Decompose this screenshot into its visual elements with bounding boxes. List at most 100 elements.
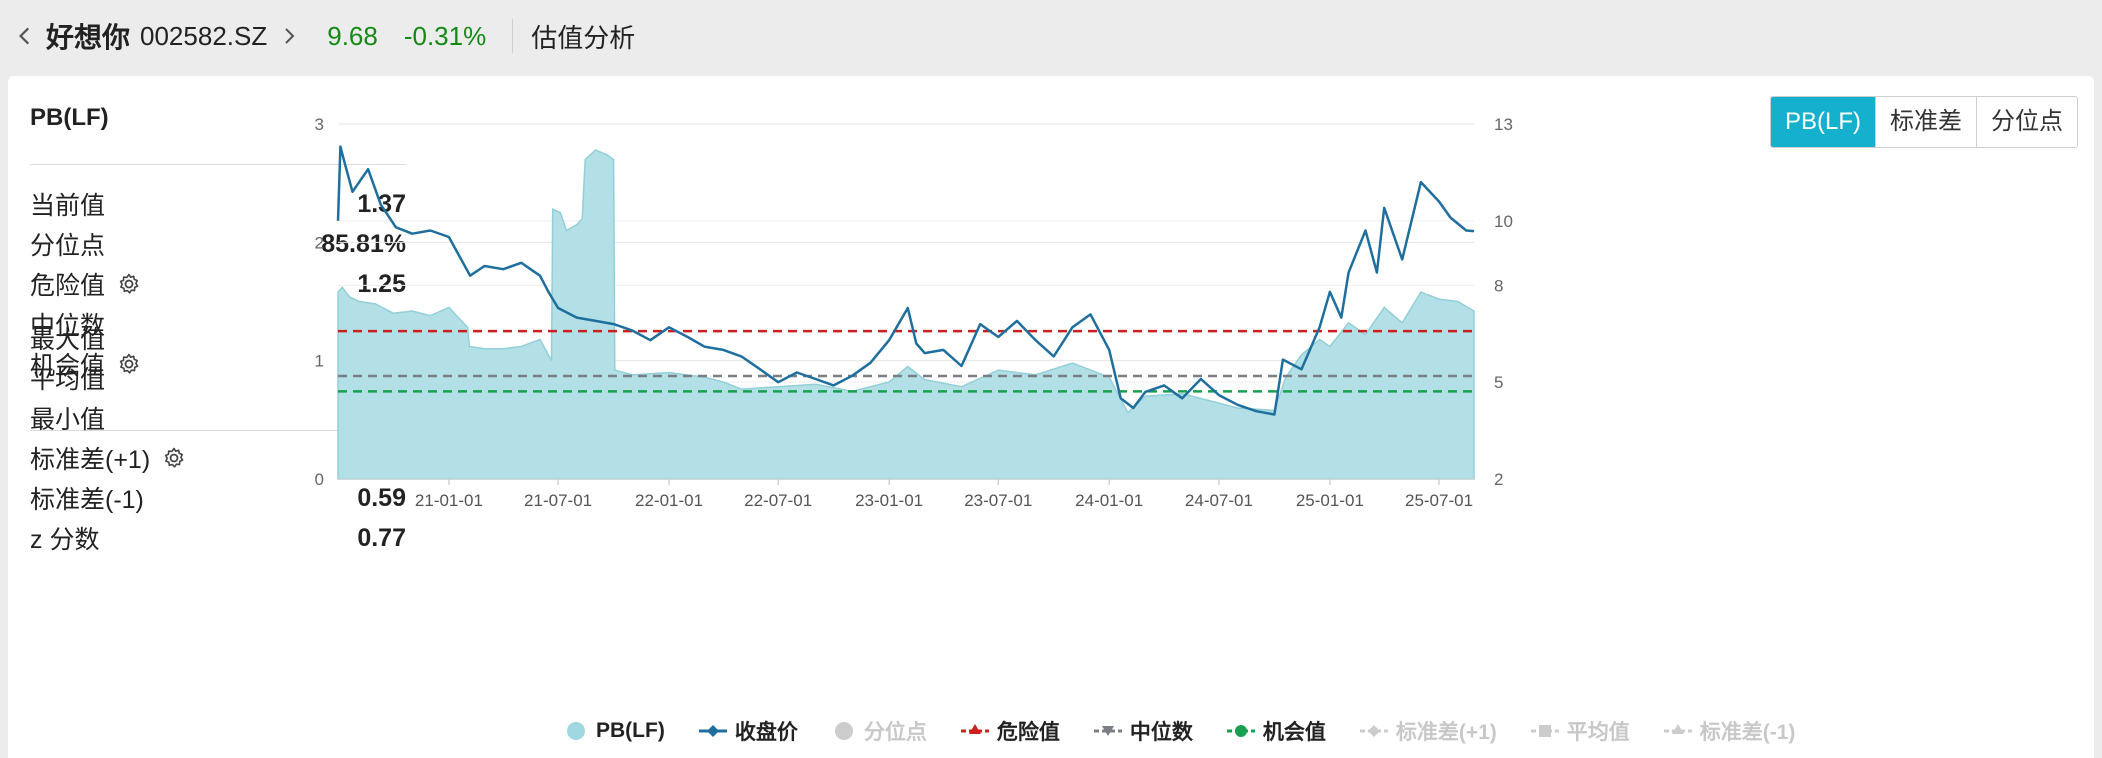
legend-marker-icon <box>698 725 727 737</box>
metric-label: 机会值 <box>30 346 141 382</box>
metric-label: 标准差(-1) <box>30 480 144 516</box>
chevron-right-icon[interactable] <box>279 25 299 47</box>
legend-marker-icon <box>1226 725 1255 737</box>
metric-label-text: 机会值 <box>30 352 106 380</box>
stock-code: 002582.SZ <box>140 20 268 51</box>
x-tick-label: 25-01-01 <box>1296 491 1364 510</box>
y-right-tick-label: 8 <box>1494 276 1503 295</box>
legend-marker-icon <box>1093 726 1122 736</box>
gear-icon[interactable] <box>117 352 141 376</box>
metric-label-text: 中位数 <box>30 312 106 340</box>
metric-label-text: 危险值 <box>30 272 106 300</box>
legend-item-std-plus-one[interactable]: 标准差(+1) <box>1359 716 1497 746</box>
y-left-tick-label: 1 <box>315 352 324 371</box>
stock-price: 9.68 <box>327 20 378 51</box>
y-right-tick-label: 2 <box>1494 470 1503 489</box>
metric-label: 当前值 <box>30 186 105 222</box>
legend-item-mean[interactable]: 平均值 <box>1530 716 1630 746</box>
legend-label: 标准差(+1) <box>1395 721 1497 744</box>
tab-std[interactable]: 标准差 <box>1875 97 1976 147</box>
legend-item-pb-lf[interactable]: PB(LF) <box>564 719 665 743</box>
metric-label: z 分数 <box>30 520 99 556</box>
metric-label: 分位点 <box>30 226 105 262</box>
metric-tabs: PB(LF) 标准差 分位点 <box>1769 96 2078 148</box>
x-tick-label: 24-01-01 <box>1075 491 1143 510</box>
legend-label: 中位数 <box>1129 721 1193 744</box>
metric-label-text: 最小值 <box>30 406 106 434</box>
x-tick-label: 22-07-01 <box>744 491 812 510</box>
metric-value: 0.59 <box>357 483 406 512</box>
y-right-tick-label: 10 <box>1494 212 1513 231</box>
legend-marker-icon <box>960 724 989 734</box>
legend-label: 机会值 <box>1262 721 1326 744</box>
pb-area-series <box>337 149 1475 480</box>
stock-name: 好想你 <box>46 22 131 53</box>
valuation-card: PB(LF) 当前值1.37分位点85.81%危险值1.25中位数0.87机会值… <box>8 76 2094 758</box>
header-divider <box>512 19 514 53</box>
legend-item-percentile[interactable]: 分位点 <box>832 716 927 746</box>
price-line-series <box>336 145 1475 416</box>
metric-label: 中位数 <box>30 306 105 342</box>
divider <box>30 430 406 431</box>
legend-item-median[interactable]: 中位数 <box>1093 716 1193 746</box>
metric-row: 分位点 85.81% <box>30 224 406 264</box>
metric-label: 最大值 <box>30 320 105 356</box>
y-right-tick-label: 5 <box>1494 373 1503 392</box>
x-tick-label: 24-07-01 <box>1185 491 1253 510</box>
legend-item-close-price[interactable]: 收盘价 <box>698 716 798 746</box>
metric-label: 危险值 <box>30 266 141 302</box>
y-left-tick-label: 2 <box>315 233 324 252</box>
metric-label-text: 标准差(+1) <box>30 446 151 474</box>
metric-label-text: 分位点 <box>30 232 106 260</box>
chart-legend: PB(LF) 收盘价 分位点 危险值 中位数 机会值 标准差(+1) 平均值 标准差(-1) <box>564 712 1829 750</box>
legend-label: 标准差(-1) <box>1699 721 1796 744</box>
legend-label: 收盘价 <box>734 721 798 744</box>
legend-marker-icon <box>1663 724 1692 734</box>
metric-label-text: 标准差(-1) <box>30 486 144 514</box>
legend-item-opportunity-value[interactable]: 机会值 <box>1226 716 1326 746</box>
legend-marker-icon <box>834 722 853 740</box>
metric-row: z 分数 0.77 <box>30 518 406 558</box>
divider <box>30 164 406 165</box>
legend-item-danger-value[interactable]: 危险值 <box>960 716 1060 746</box>
x-tick-label: 23-07-01 <box>964 491 1032 510</box>
y-left-tick-label: 0 <box>315 470 324 489</box>
x-tick-label: 23-01-01 <box>855 491 923 510</box>
header-bar: 好想你 002582.SZ 9.68 -0.31% 估值分析 <box>0 0 2102 72</box>
chevron-left-icon[interactable] <box>14 25 36 47</box>
legend-label: 分位点 <box>863 721 927 744</box>
legend-label: 平均值 <box>1566 721 1630 744</box>
metric-row: 危险值 1.25 <box>30 264 406 304</box>
metric-row: 标准差(-1) 0.59 <box>30 478 406 518</box>
metric-value: 1.25 <box>357 269 406 298</box>
tab-percentile[interactable]: 分位点 <box>1976 97 2077 147</box>
page-title: 估值分析 <box>531 22 636 53</box>
gear-icon[interactable] <box>117 272 141 296</box>
y-left-tick-label: 3 <box>315 115 324 134</box>
metric-label-text: 当前值 <box>30 192 106 220</box>
metric-label-text: 平均值 <box>30 366 106 394</box>
metric-label: 平均值 <box>30 360 105 396</box>
legend-label: PB(LF) <box>596 719 665 742</box>
metric-row: 当前值 1.37 <box>30 184 406 224</box>
metric-label-text: z 分数 <box>30 526 100 554</box>
x-tick-label: 21-01-01 <box>415 491 483 510</box>
y-right-tick-label: 13 <box>1494 115 1513 134</box>
legend-marker-icon <box>1359 725 1388 737</box>
metric-value: 85.81% <box>321 229 406 258</box>
x-tick-label: 21-07-01 <box>524 491 592 510</box>
tab-pb[interactable]: PB(LF) <box>1770 97 1875 147</box>
legend-label: 危险值 <box>996 721 1060 744</box>
metric-label: 标准差(+1) <box>30 440 186 476</box>
metric-label: 最小值 <box>30 400 105 436</box>
legend-item-std-minus-one[interactable]: 标准差(-1) <box>1663 716 1796 746</box>
price-change: -0.31% <box>403 20 487 51</box>
legend-marker-icon <box>567 722 585 740</box>
metric-label-text: 最大值 <box>30 326 106 354</box>
metric-value: 0.77 <box>357 523 406 552</box>
panel-title: PB(LF) <box>30 104 109 131</box>
x-tick-label: 22-01-01 <box>635 491 703 510</box>
legend-marker-icon <box>1530 725 1559 737</box>
gear-icon[interactable] <box>162 446 186 470</box>
